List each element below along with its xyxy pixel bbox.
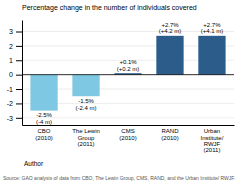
y-tick-label: 0 [9,71,13,78]
y-tick: -2 [7,100,22,107]
x-tick: CMS(2010) [119,128,136,140]
y-tick-mark [16,32,22,33]
zero-line [22,74,234,75]
annotation: -2.5%(-4 m) [36,112,52,125]
x-axis-label: Author [24,160,44,167]
y-tick-label: -3 [7,115,13,122]
y-tick-label: -2 [7,100,13,107]
y-tick-mark [16,75,22,76]
bar [72,75,99,97]
y-tick-label: -1 [7,86,13,93]
x-tick-label: CBO(2010) [35,128,52,140]
y-tick-mark [16,46,22,47]
y-tick-mark [16,118,22,119]
annotation: -1.5%(-2.4 m) [76,98,97,111]
grid-line [22,74,234,75]
y-tick: 2 [9,43,22,50]
annotation-line: +2.7% [161,22,179,28]
annotation-line: +2.7% [203,22,221,28]
grid-line [22,117,234,118]
bar [198,36,225,75]
y-axis: -3 -2 -1 0 1 2 3 [7,21,23,126]
grid [22,32,234,118]
annotation-line: (-4 m) [36,119,52,125]
x-tick-label-line: (2010) [35,135,52,141]
bars [30,36,225,111]
x-tick-label-line: (2011) [204,147,221,153]
annotation-line: +0.1% [119,59,137,65]
plot: -3-2-10123CBO(2010)The LewinGroup(2011)C… [7,21,235,154]
annotation-line: (+4.2 m) [159,28,182,34]
x-tick-label-line: (2011) [78,141,95,147]
title: Percentage change in the number of indiv… [22,4,197,12]
annotation-line: -1.5% [78,98,94,104]
x-tick-label-line: Institute/ [201,135,224,141]
y-tick: 3 [9,28,22,35]
x-tick-label-line: CBO [38,128,51,134]
x-tick: CBO(2010) [35,128,52,140]
x-tick: The LewinGroup(2011) [72,128,100,147]
x-tick-label-line: RAND [161,128,179,134]
x-axis: CBO(2010)The LewinGroup(2011)CMS(2010)RA… [23,126,235,154]
annotation: +2.7%(+4.2 m) [159,22,182,35]
x-axis-line [23,125,235,126]
chart: -3-2-10123CBO(2010)The LewinGroup(2011)C… [0,0,240,182]
x-tick-label-line: (2010) [161,135,178,141]
y-tick-label: 2 [9,43,13,50]
annotation: +0.1%(+0.2 m) [117,59,140,72]
x-tick-label-line: CMS [121,128,134,134]
x-tick: RAND(2010) [161,128,179,140]
x-tick-label-line: Group [78,135,95,141]
y-tick: -3 [7,115,22,122]
y-tick-mark [16,89,22,90]
y-tick: 1 [9,57,22,64]
bar [156,36,183,75]
y-tick-label: 1 [9,57,13,64]
x-tick-label-line: Urban [204,128,220,134]
y-axis-line [22,21,23,126]
x-tick-label: CMS(2010) [119,128,136,140]
x-tick-label: RAND(2010) [161,128,179,140]
y-tick-mark [16,60,22,61]
x-tick-label-line: The Lewin [72,128,100,134]
x-tick-label: The LewinGroup(2011) [72,128,100,147]
annotations: -2.5%(-4 m) -1.5%(-2.4 m) +0.1%(+0.2 m) +2.… [36,22,223,125]
y-tick-label: 3 [9,28,13,35]
x-tick: UrbanInstitute/RWJF(2011) [201,128,224,153]
annotation-line: (+4.1 m) [201,28,224,34]
x-tick-label: UrbanInstitute/RWJF(2011) [201,128,224,153]
annotation-line: -2.5% [36,112,52,118]
x-tick-label-line: RWJF [204,141,221,147]
annotation-line: (+0.2 m) [117,66,140,72]
annotation: +2.7%(+4.1 m) [201,22,224,35]
y-tick-mark [16,103,22,104]
source-line: Source: GAO analysis of data from CBO, T… [3,175,235,181]
x-tick-label-line: (2010) [119,135,136,141]
source: Source: GAO analysis of data from CBO, T… [3,175,235,181]
y-tick: -1 [7,86,22,93]
annotation-line: (-2.4 m) [76,105,97,111]
y-tick: 0 [9,71,22,78]
bar [30,75,57,111]
